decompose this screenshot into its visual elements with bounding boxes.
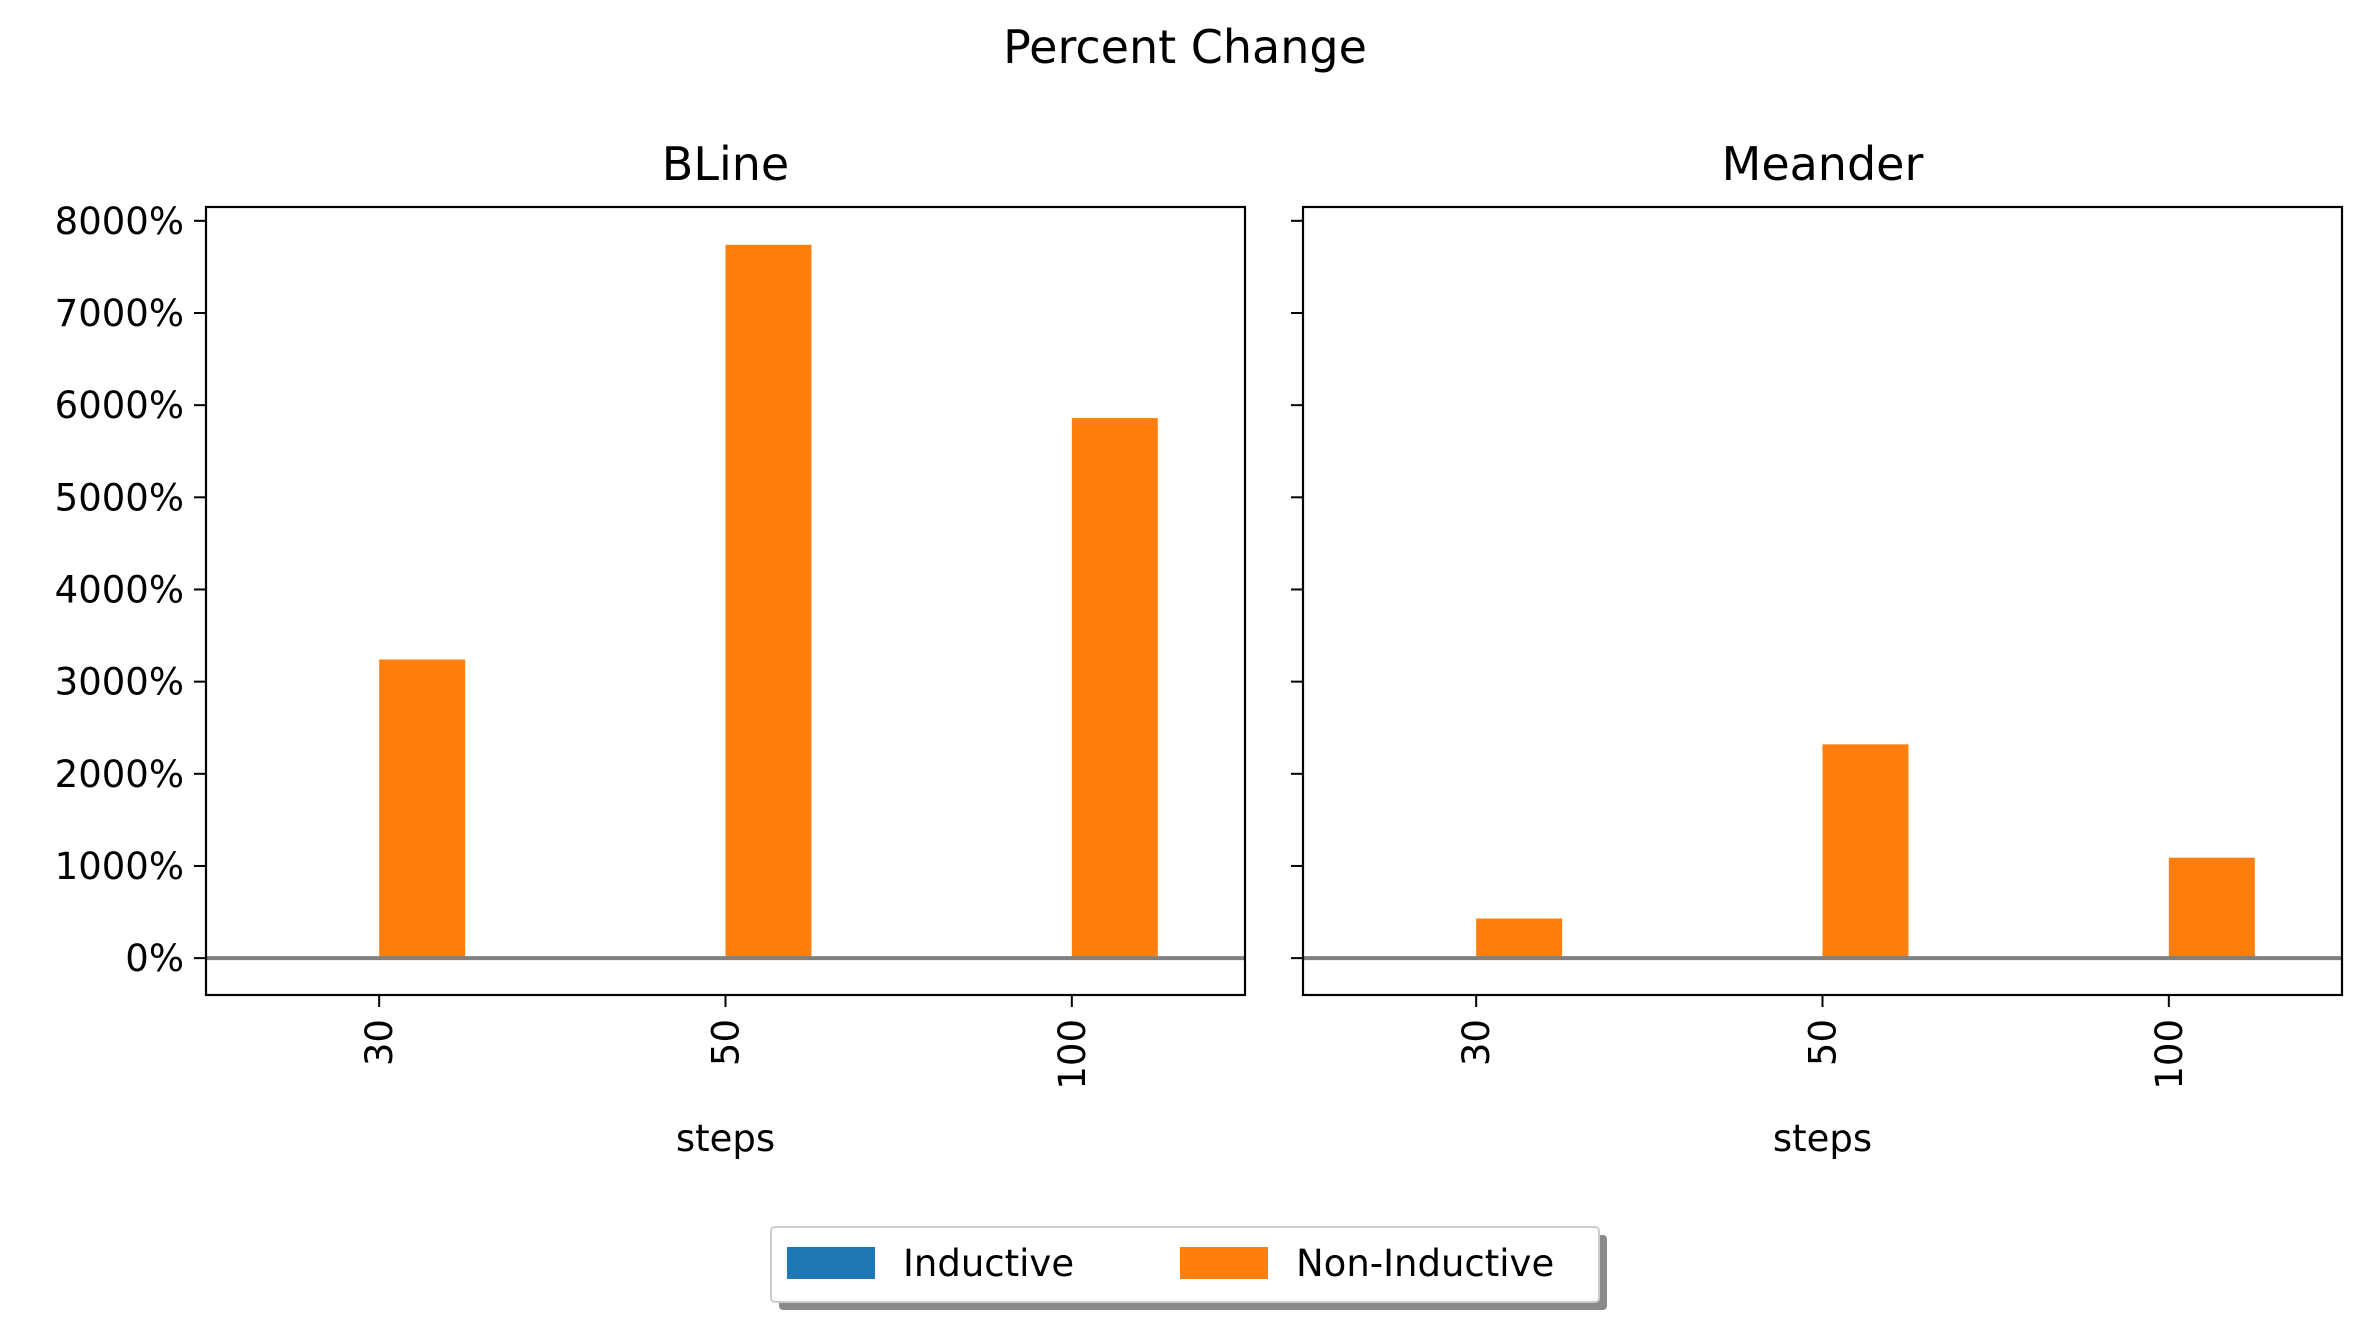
y-tick-label: 5000% [55,476,184,519]
x-tick-label-meander-30: 30 [1455,1019,1498,1066]
bar-bline-non-inductive-100 [1072,418,1158,958]
panel-title-meander: Meander [1722,137,1924,191]
bar-bline-non-inductive-30 [379,660,465,959]
y-tick-label: 3000% [55,661,184,704]
y-tick-label: 4000% [55,568,184,611]
panel-title-bline: BLine [662,137,789,191]
y-tick-label: 1000% [55,845,184,888]
bar-meander-non-inductive-100 [2169,858,2255,958]
legend-swatch-inductive [787,1247,875,1279]
legend-label-inductive: Inductive [903,1242,1074,1285]
x-axis-label-meander: steps [1773,1117,1872,1160]
chart-suptitle: Percent Change [1003,20,1367,74]
legend-swatch-non-inductive [1180,1247,1268,1279]
y-tick-label: 6000% [55,384,184,427]
y-tick-label: 7000% [55,292,184,335]
y-tick-label: 8000% [55,200,184,243]
x-axis-label-bline: steps [676,1117,775,1160]
y-tick-label: 2000% [55,753,184,796]
bar-bline-non-inductive-50 [726,245,812,958]
bar-meander-non-inductive-30 [1476,919,1562,959]
x-tick-label-bline-30: 30 [358,1019,401,1066]
x-tick-label-bline-50: 50 [705,1019,748,1066]
bar-meander-non-inductive-50 [1823,744,1909,958]
y-tick-label: 0% [125,937,184,980]
x-tick-label-bline-100: 100 [1051,1019,1094,1090]
x-tick-label-meander-50: 50 [1802,1019,1845,1066]
legend-label-non-inductive: Non-Inductive [1296,1242,1554,1285]
x-tick-label-meander-100: 100 [2148,1019,2191,1090]
